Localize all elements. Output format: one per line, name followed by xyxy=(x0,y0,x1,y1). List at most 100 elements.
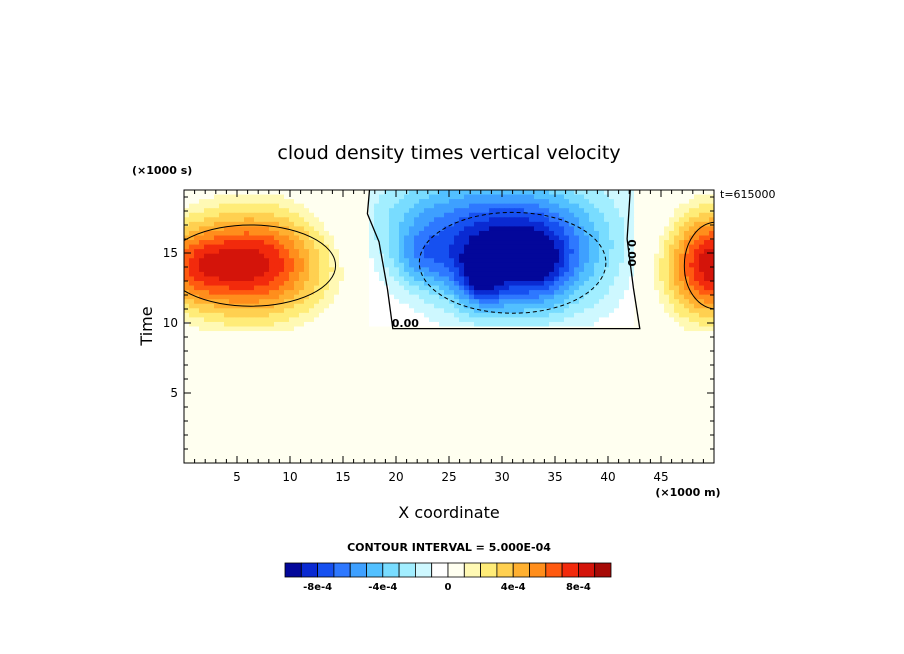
heatmap-cell xyxy=(319,317,325,323)
heatmap-cell xyxy=(274,344,280,350)
heatmap-cell xyxy=(499,258,505,264)
heatmap-cell xyxy=(354,303,360,309)
heatmap-cell xyxy=(709,253,714,259)
heatmap-cell xyxy=(529,271,535,278)
heatmap-cell xyxy=(214,230,220,237)
heatmap-cell xyxy=(349,208,355,214)
heatmap-cell xyxy=(219,285,225,291)
heatmap-cell xyxy=(504,290,510,296)
heatmap-cell xyxy=(514,294,520,300)
heatmap-cell xyxy=(494,290,500,296)
heatmap-cell xyxy=(249,358,255,364)
heatmap-cell xyxy=(354,399,360,405)
heatmap-cell xyxy=(314,285,320,291)
heatmap-cell xyxy=(199,249,205,255)
heatmap-cell xyxy=(259,294,265,300)
heatmap-cell xyxy=(199,358,205,364)
heatmap-cell xyxy=(399,358,405,364)
heatmap-cell xyxy=(664,194,670,200)
heatmap-cell xyxy=(444,276,450,282)
heatmap-cell xyxy=(379,344,385,350)
heatmap-cell xyxy=(364,335,370,341)
heatmap-cell xyxy=(604,385,610,391)
heatmap-cell xyxy=(199,353,205,359)
heatmap-cell xyxy=(684,390,690,396)
heatmap-cell xyxy=(254,212,260,218)
heatmap-cell xyxy=(394,190,400,196)
heatmap-cell xyxy=(399,226,405,232)
heatmap-cell xyxy=(329,294,335,300)
heatmap-cell xyxy=(229,340,235,346)
heatmap-cell xyxy=(624,381,630,387)
heatmap-cell xyxy=(284,308,290,314)
heatmap-cell xyxy=(429,367,435,373)
heatmap-cell xyxy=(279,194,285,200)
heatmap-cell xyxy=(254,358,260,364)
heatmap-cell xyxy=(539,394,545,400)
heatmap-cell xyxy=(274,321,280,328)
heatmap-cell xyxy=(504,331,510,337)
heatmap-cell xyxy=(674,290,680,296)
heatmap-cell xyxy=(554,299,560,305)
heatmap-cell xyxy=(704,376,710,382)
heatmap-cell xyxy=(434,335,440,341)
heatmap-cell xyxy=(199,317,205,323)
heatmap-cell xyxy=(559,294,565,300)
heatmap-cell xyxy=(399,276,405,282)
heatmap-cell xyxy=(204,394,210,400)
heatmap-cell xyxy=(624,399,630,405)
heatmap-cell xyxy=(479,367,485,373)
heatmap-cell xyxy=(454,276,460,282)
heatmap-cell xyxy=(189,326,195,332)
heatmap-cell xyxy=(539,335,545,341)
heatmap-cell xyxy=(604,208,610,214)
heatmap-cell xyxy=(519,340,525,346)
heatmap-cell xyxy=(259,390,265,396)
heatmap-cell xyxy=(219,294,225,300)
heatmap-cell xyxy=(519,372,525,378)
heatmap-cell xyxy=(654,276,660,282)
heatmap-cell xyxy=(629,208,635,214)
heatmap-cell xyxy=(184,190,190,196)
heatmap-cell xyxy=(424,271,430,278)
heatmap-cell xyxy=(469,394,475,400)
heatmap-cell xyxy=(494,362,500,369)
heatmap-cell xyxy=(264,353,270,359)
heatmap-cell xyxy=(459,203,465,209)
heatmap-cell xyxy=(309,331,315,337)
heatmap-cell xyxy=(504,335,510,341)
heatmap-cell xyxy=(534,299,540,305)
heatmap-cell xyxy=(344,226,350,232)
heatmap-cell xyxy=(254,326,260,332)
heatmap-cell xyxy=(559,362,565,369)
heatmap-cell xyxy=(649,312,655,318)
heatmap-cell xyxy=(309,367,315,373)
heatmap-cell xyxy=(454,208,460,214)
heatmap-cell xyxy=(224,253,230,259)
heatmap-cell xyxy=(574,267,580,273)
heatmap-cell xyxy=(554,367,560,373)
heatmap-cell xyxy=(484,226,490,232)
heatmap-cell xyxy=(504,253,510,259)
heatmap-cell xyxy=(469,212,475,218)
heatmap-cell xyxy=(364,353,370,359)
heatmap-cell xyxy=(649,199,655,205)
heatmap-cell xyxy=(664,312,670,318)
heatmap-cell xyxy=(699,308,705,314)
heatmap-cell xyxy=(639,312,645,318)
heatmap-cell xyxy=(399,285,405,291)
heatmap-cell xyxy=(354,344,360,350)
heatmap-cell xyxy=(374,381,380,387)
heatmap-cell xyxy=(594,199,600,205)
heatmap-cell xyxy=(244,317,250,323)
heatmap-cell xyxy=(459,335,465,341)
heatmap-cell xyxy=(584,212,590,218)
heatmap-cell xyxy=(329,372,335,378)
heatmap-cell xyxy=(554,376,560,382)
heatmap-cell xyxy=(674,194,680,200)
heatmap-cell xyxy=(299,285,305,291)
heatmap-cell xyxy=(269,285,275,291)
heatmap-cell xyxy=(439,221,445,227)
heatmap-cell xyxy=(469,321,475,328)
heatmap-cell xyxy=(339,217,345,223)
